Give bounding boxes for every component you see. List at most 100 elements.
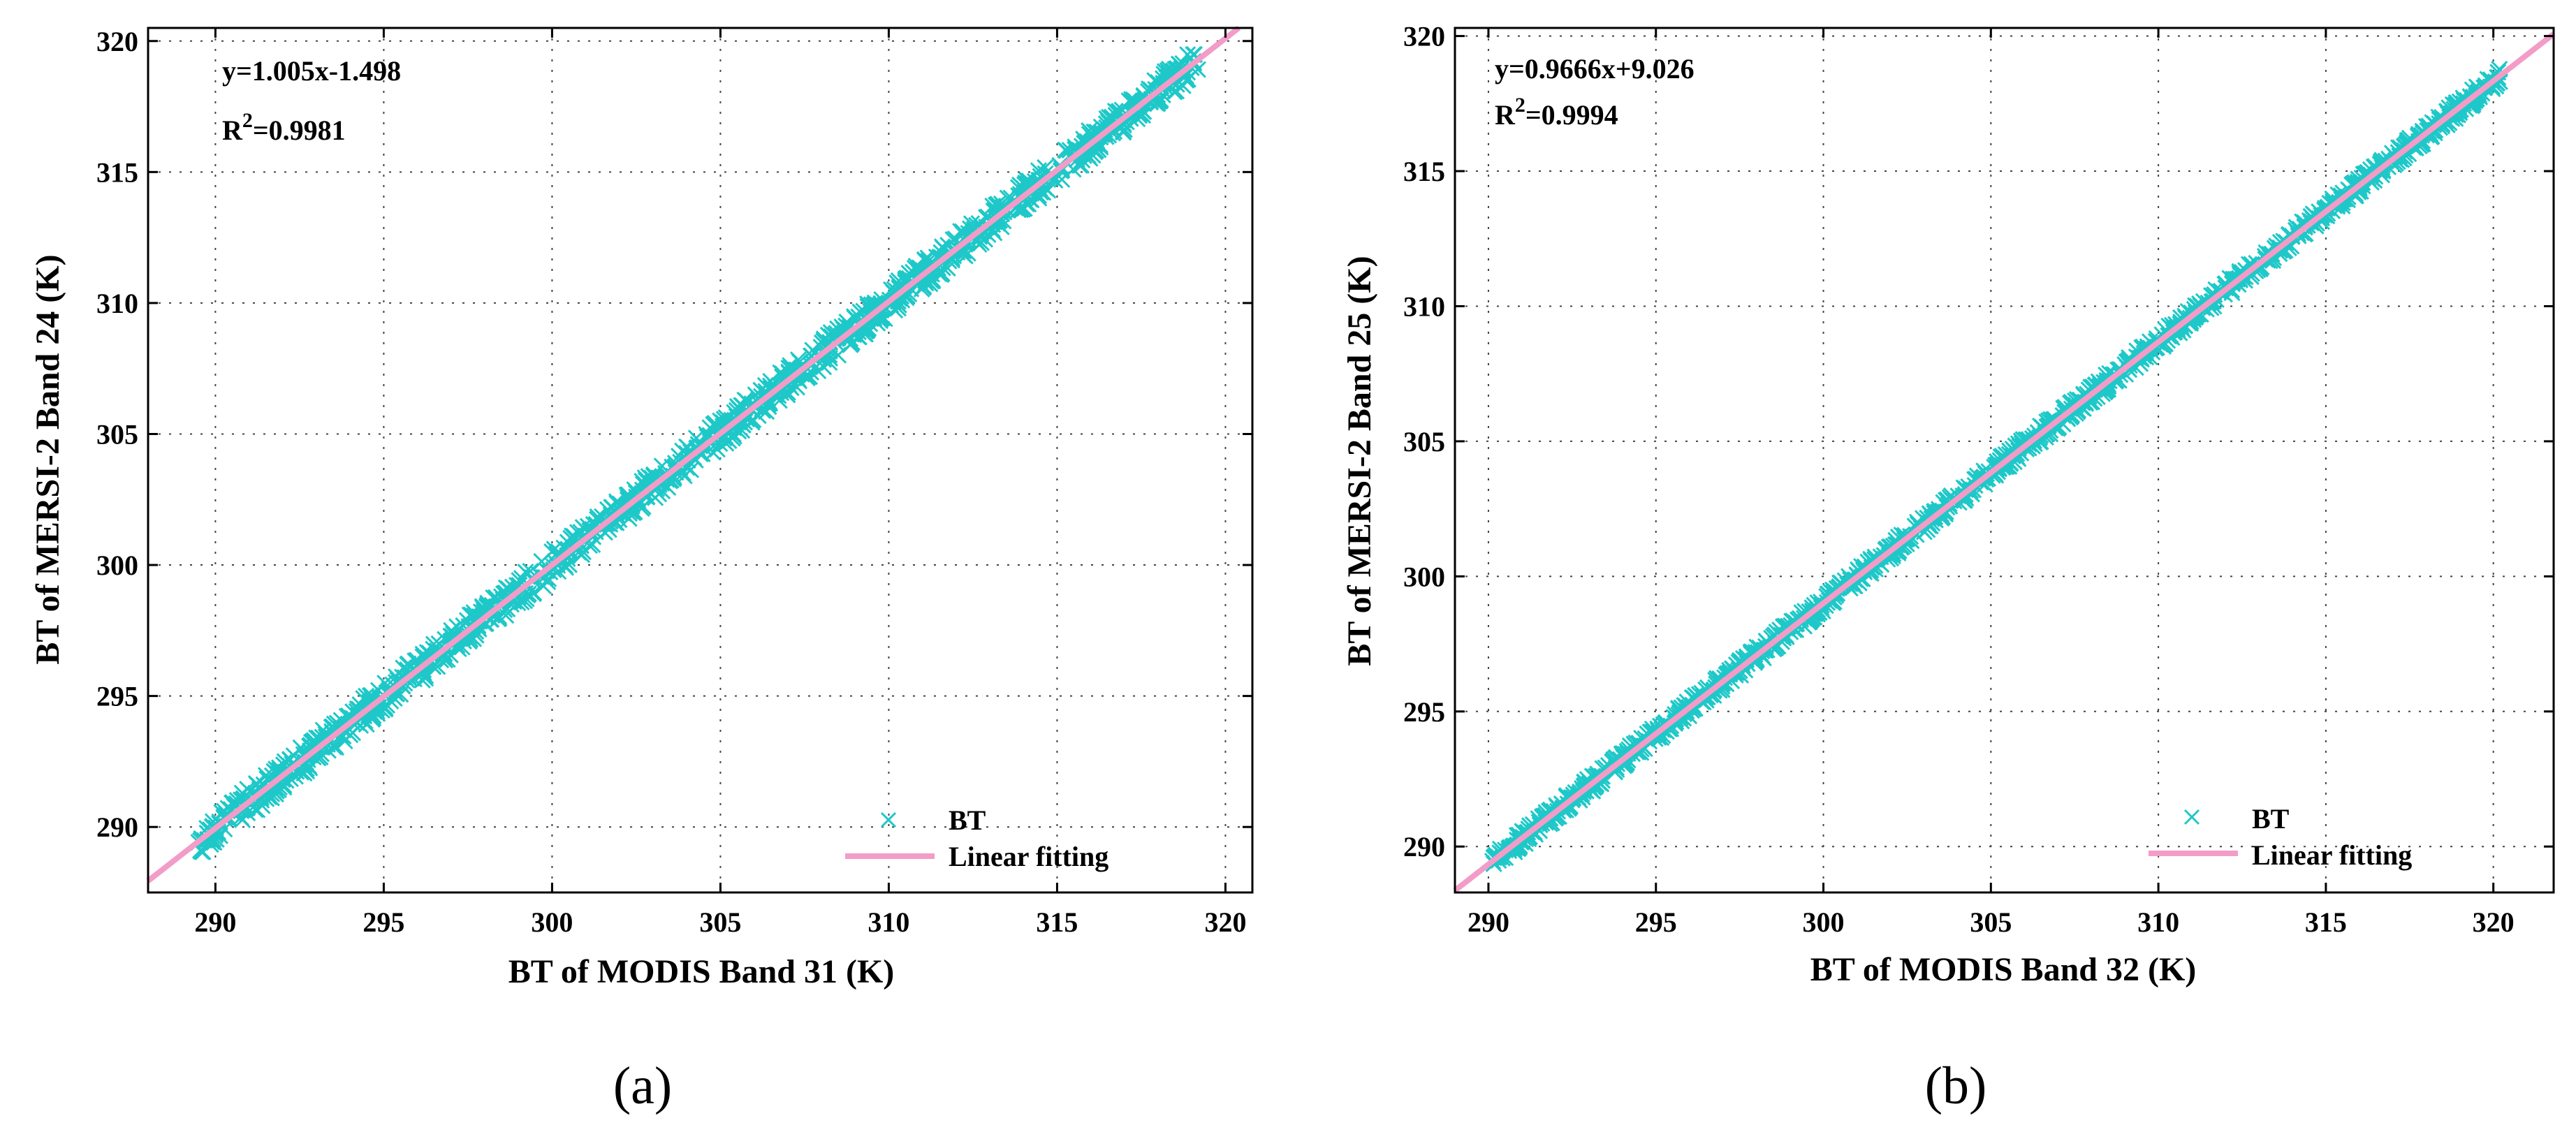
- y-tick-label-a-4: 310: [96, 288, 138, 319]
- x-tick-label-b-4: 310: [2137, 906, 2179, 938]
- y-tick-label-a-5: 315: [96, 156, 138, 188]
- plot-frame-b: [1454, 27, 2555, 894]
- r-squared-b-prefix: R: [1495, 99, 1516, 131]
- plot-frame-a: [147, 27, 1254, 894]
- r-squared-a-prefix: R: [222, 115, 243, 146]
- y-tick-label-a-2: 300: [96, 550, 138, 581]
- fit-equation-b: y=0.9666x+9.026: [1495, 53, 1695, 84]
- y-axis-label-b: BT of MERSI-2 Band 25 (K): [1341, 256, 1378, 666]
- r-squared-a-sup: 2: [242, 109, 253, 132]
- scatter-point-b-1121: [2339, 191, 2356, 209]
- legend-a-label-bt: BT: [949, 804, 986, 836]
- legend-b-label-bt: BT: [2252, 803, 2290, 835]
- y-tick-label-b-3: 305: [1403, 426, 1445, 457]
- scatter-point-a-807: [933, 238, 951, 256]
- scatter-point-a-1107: [395, 659, 412, 677]
- x-tick-label-a-0: 290: [194, 906, 236, 938]
- scatter-point-a-1071: [640, 468, 657, 485]
- x-tick-label-a-1: 295: [363, 906, 404, 938]
- x-tick-label-a-2: 300: [531, 906, 573, 938]
- scatter-point-a-1165: [1053, 170, 1071, 189]
- y-tick-label-a-0: 290: [96, 811, 138, 843]
- scatter-point-a-1195: [706, 415, 724, 432]
- scatter-point-a-1169: [1156, 63, 1174, 80]
- scatter-point-a-1173: [425, 635, 443, 653]
- y-axis-label-a: BT of MERSI-2 Band 24 (K): [29, 254, 66, 664]
- scatter-point-a-1179: [1056, 141, 1074, 159]
- scatter-point-a-1116: [1097, 128, 1115, 145]
- legend-a: BT Linear fitting: [845, 804, 1108, 872]
- y-tick-label-a-3: 305: [96, 418, 138, 450]
- legend-a-marker-x: [880, 811, 897, 828]
- scatter-point-b-1101: [2261, 252, 2278, 270]
- r-squared-b-sup: 2: [1515, 94, 1525, 117]
- legend-b-label-fit: Linear fitting: [2252, 839, 2412, 871]
- legend-b: BT Linear fitting: [2149, 803, 2412, 871]
- y-ticks-b: 290 295 300 305 310 315 320: [1403, 21, 2554, 862]
- x-tick-label-b-1: 295: [1635, 906, 1677, 938]
- scatter-point-b-1179: [1589, 765, 1607, 783]
- scatter-point-a-1011: [933, 265, 951, 282]
- fit-line-a: [146, 25, 1241, 883]
- scatter-point-a-1040: [720, 432, 738, 450]
- x-axis-label-b: BT of MODIS Band 32 (K): [1810, 951, 2197, 988]
- scatter-point-a-1134: [970, 235, 988, 253]
- y-tick-label-b-0: 290: [1403, 831, 1445, 862]
- scatter-point-a-1155: [801, 368, 819, 385]
- x-tick-label-b-2: 300: [1803, 906, 1845, 938]
- scatter-point-a-1133: [471, 608, 488, 625]
- scatter-point-a-1174: [895, 286, 913, 304]
- y-tick-label-a-6: 320: [96, 26, 138, 57]
- scatter-point-a-965: [1037, 165, 1054, 182]
- x-tick-label-b-6: 320: [2473, 906, 2515, 938]
- scatter-point-a-1059: [829, 320, 847, 337]
- chart-panel-b: 290 295 300 305 310 315 320 290 295 300 305 310 315…: [1341, 21, 2556, 1115]
- fit-equation-a: y=1.005x-1.498: [222, 55, 401, 87]
- r-squared-a-value: =0.9981: [253, 115, 346, 146]
- scatter-point-a-864: [810, 362, 827, 380]
- x-tick-label-a-4: 310: [868, 906, 909, 938]
- y-tick-label-b-2: 300: [1403, 561, 1445, 592]
- panel-label-a: (a): [613, 1057, 672, 1115]
- scatter-point-a-1192: [355, 690, 372, 707]
- scatter-point-a-1189: [574, 519, 592, 536]
- x-tick-label-a-5: 315: [1036, 906, 1078, 938]
- y-tick-label-a-1: 295: [96, 681, 138, 712]
- scatter-point-a-1151: [564, 527, 581, 545]
- scatter-point-b-1164: [2118, 353, 2135, 371]
- scatter-point-a-1197: [821, 334, 839, 351]
- y-tick-label-b-6: 320: [1403, 21, 1445, 52]
- scatter-point-a-1119: [525, 584, 543, 601]
- scatter-point-b-1133: [1524, 816, 1542, 833]
- scatter-point-a-1130: [254, 797, 271, 814]
- x-tick-label-a-6: 320: [1204, 906, 1246, 938]
- x-tick-label-b-5: 315: [2305, 906, 2347, 938]
- x-ticks-a: 290 295 300 305 310 315 320: [194, 28, 1246, 938]
- r-squared-b: R2=0.9994: [1495, 94, 1618, 131]
- scatter-point-a-1120: [573, 546, 591, 564]
- x-axis-label-a: BT of MODIS Band 31 (K): [508, 953, 895, 990]
- scatter-point-a-856: [474, 598, 491, 615]
- scatter-point-a-1098: [842, 335, 860, 353]
- scatter-point-a-1106: [1142, 94, 1159, 111]
- scatter-point-b-1189: [2346, 185, 2364, 203]
- legend-b-marker-x: [2183, 809, 2200, 825]
- scatter-point-a-1127: [993, 218, 1010, 235]
- x-tick-label-b-0: 290: [1468, 906, 1509, 938]
- scatter-point-b-1151: [2087, 376, 2105, 394]
- x-tick-label-b-3: 305: [1970, 906, 2012, 938]
- r-squared-b-value: =0.9994: [1525, 99, 1618, 131]
- r-squared-a: R2=0.9981: [222, 109, 346, 146]
- y-tick-label-b-5: 315: [1403, 156, 1445, 187]
- scatter-point-a-873: [239, 781, 256, 798]
- x-tick-label-a-3: 305: [699, 906, 741, 938]
- legend-a-label-fit: Linear fitting: [949, 841, 1108, 872]
- panel-label-b: (b): [1925, 1057, 1987, 1115]
- chart-panel-a: 290 295 300 305 310 315 320 290 295 300 305 310 315…: [29, 25, 1254, 1115]
- y-ticks-a: 290 295 300 305 310 315 320: [96, 26, 1252, 843]
- scatter-point-a-1171: [1031, 179, 1048, 197]
- y-tick-label-b-1: 295: [1403, 696, 1445, 728]
- x-ticks-b: 290 295 300 305 310 315 320: [1468, 28, 2515, 938]
- fit-line-b: [1453, 31, 2556, 893]
